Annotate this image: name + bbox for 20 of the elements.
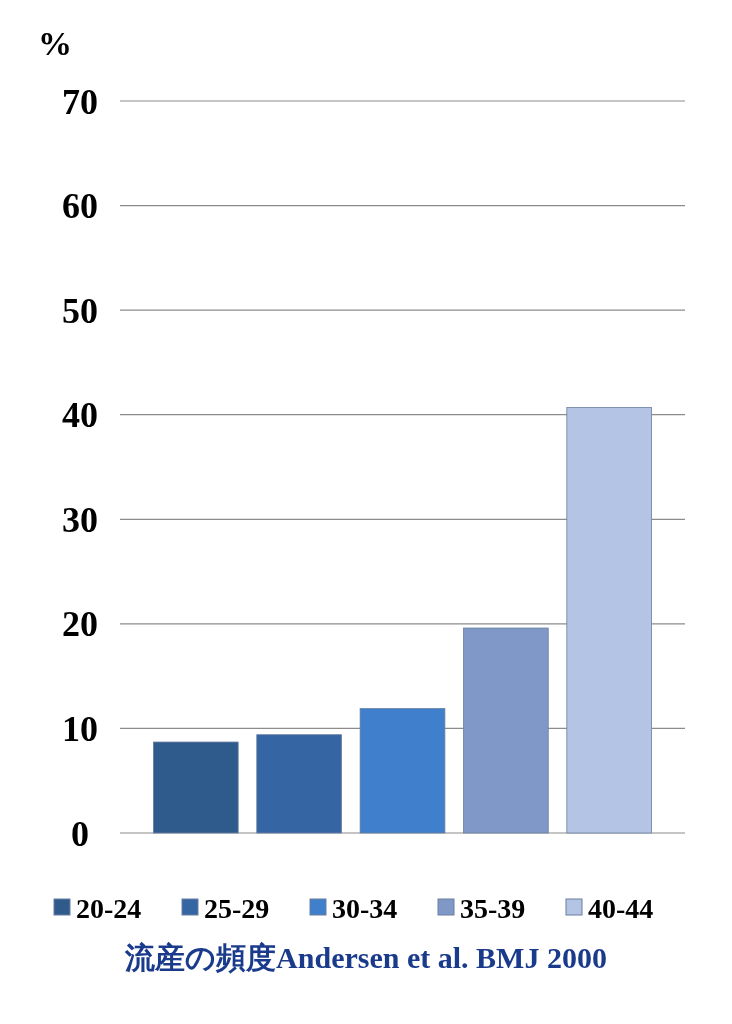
text: 流産の頻度Andersen et al. BMJ 2000	[124, 941, 607, 974]
y-tick-label: 40	[62, 395, 98, 436]
y-tick-label: 0	[71, 813, 89, 854]
bar	[463, 627, 549, 834]
y-axis-title: %	[38, 25, 72, 62]
legend-label: 30-34	[332, 892, 398, 924]
y-tick-label: 50	[62, 290, 98, 331]
legend-label: 25-29	[204, 892, 270, 924]
bar	[566, 406, 652, 834]
y-tick-label: 30	[62, 499, 98, 540]
bar	[153, 741, 239, 834]
y-tick-label: 70	[62, 81, 98, 122]
bar	[256, 734, 342, 834]
legend-label: 35-39	[460, 892, 526, 924]
legend-label: 20-24	[76, 892, 142, 924]
bar	[359, 708, 446, 834]
y-tick-label: 20	[62, 604, 98, 645]
y-tick-label: 10	[62, 709, 98, 750]
legend-label: 40-44	[588, 892, 654, 924]
y-tick-label: 60	[62, 186, 98, 227]
